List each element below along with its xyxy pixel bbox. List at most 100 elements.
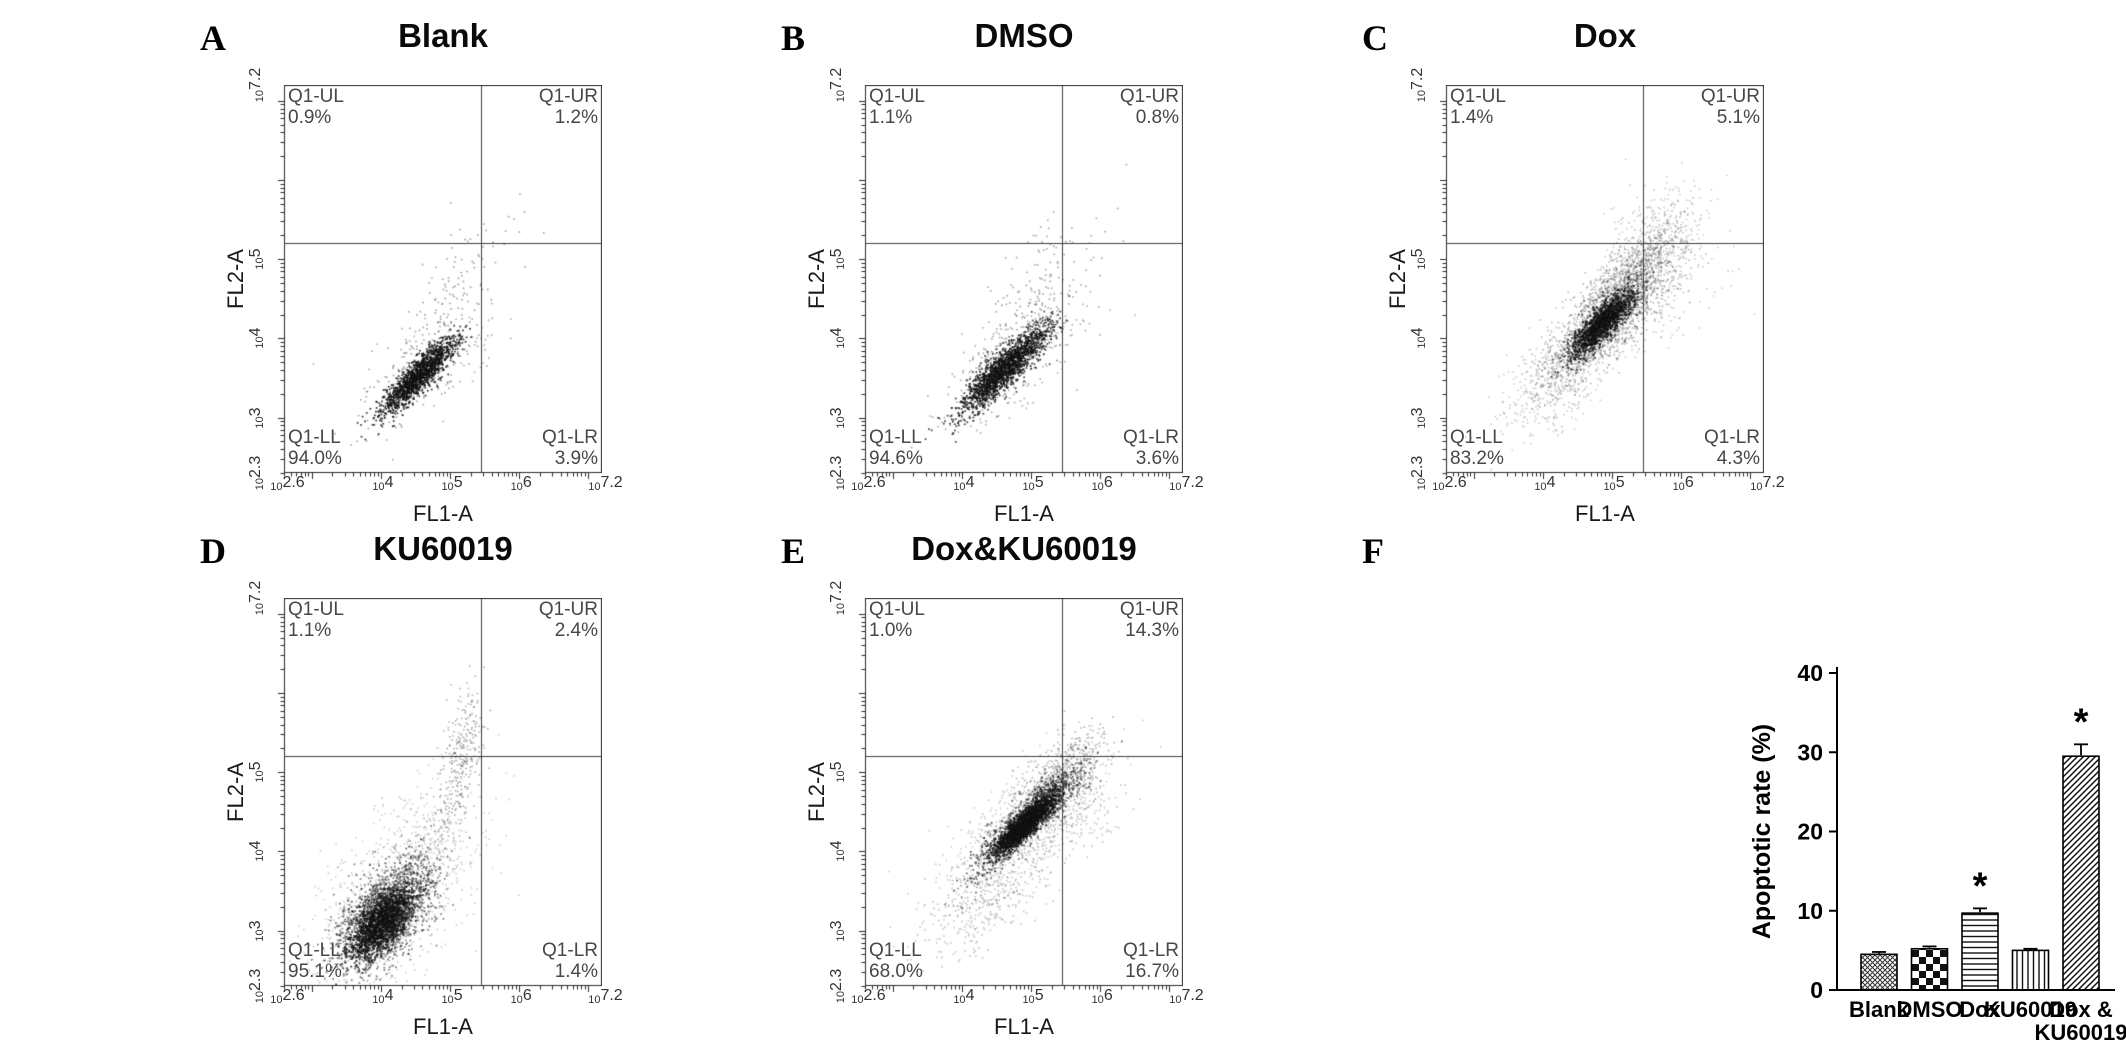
quadrant-ul-label: Q1-UL: [1450, 86, 1506, 107]
quadrant-ll-label: Q1-LL: [288, 940, 341, 962]
quadrant-ll-value: 94.0%: [288, 448, 342, 470]
quadrant-lr: Q1-LR 3.9%: [542, 427, 598, 470]
quadrant-ur: Q1-UR 1.2%: [538, 86, 598, 129]
significance-asterisk: *: [1973, 865, 1988, 907]
quadrant-ur-value: 5.1%: [1716, 106, 1760, 128]
quadrant-lr-value: 1.4%: [554, 961, 598, 983]
quadrant-lr: Q1-LR 16.7%: [1123, 940, 1179, 983]
axis-tick-label: 104: [247, 840, 266, 862]
quadrant-ur: Q1-UR 2.4%: [538, 599, 598, 642]
y-axis-label: FL2-A: [803, 249, 829, 309]
bar-category-label: Dox &: [2049, 997, 2113, 1022]
bar-y-axis-title: Apoptotic rate (%): [1748, 724, 1776, 939]
panel-letter: A: [200, 18, 226, 58]
quadrant-lr-label: Q1-LR: [542, 940, 598, 962]
quadrant-ur-value: 1.2%: [554, 106, 598, 128]
axis-tick-label: 103: [247, 919, 266, 942]
axis-tick-label: 102.3: [828, 455, 847, 491]
panel-letter: B: [781, 18, 806, 58]
axis-tick-label: 102.3: [247, 455, 266, 491]
quadrant-lr-label: Q1-LR: [1704, 427, 1760, 449]
axis-tick-label: 104: [247, 327, 266, 349]
scatter-canvas: [1437, 85, 1764, 482]
axis-tick-label: 105: [247, 248, 266, 270]
bar-category-label: DMSO: [1897, 997, 1963, 1022]
quadrant-lr-label: Q1-LR: [542, 427, 598, 449]
quadrant-ur: Q1-UR 5.1%: [1700, 86, 1760, 129]
quadrant-lr-label: Q1-LR: [1123, 427, 1179, 449]
axis-tick-label: 107.2: [247, 67, 266, 103]
scatter-canvas: [275, 598, 602, 995]
bar-1: [1910, 947, 1949, 991]
bar-y-tick-label: 20: [1797, 819, 1823, 845]
quadrant-ul: Q1-UL 1.1%: [288, 599, 344, 642]
axis-tick-label: 104: [1409, 327, 1428, 349]
quadrant-ul: Q1-UL 1.1%: [869, 86, 925, 129]
quadrant-lr-label: Q1-LR: [1123, 940, 1179, 962]
quadrant-ur-label: Q1-UR: [538, 599, 598, 620]
x-axis-label: FL1-A: [994, 1014, 1054, 1039]
bar-category-label: Dox: [1959, 997, 2001, 1022]
quadrant-lr-value: 4.3%: [1716, 448, 1760, 470]
flow-scatter-plot: Q1-UL 0.9% Q1-UR 1.2% Q1-LL 94.0% Q1-LR …: [223, 68, 623, 526]
panel-title: Dox&KU60019: [911, 530, 1137, 567]
quadrant-ul-value: 0.9%: [288, 106, 332, 128]
flow-panel-bar-chart-letter: F: [1362, 528, 1482, 588]
quadrant-ll-label: Q1-LL: [869, 427, 922, 449]
quadrant-ll: Q1-LL 68.0%: [869, 940, 923, 983]
x-axis-label: FL1-A: [413, 1014, 473, 1039]
significance-asterisk: *: [2074, 701, 2089, 743]
quadrant-ul-label: Q1-UL: [288, 86, 344, 107]
bar-4: [2062, 755, 2100, 991]
quadrant-ul-value: 1.0%: [869, 619, 913, 641]
quadrant-lr: Q1-LR 3.6%: [1123, 427, 1179, 470]
scatter-canvas: [856, 85, 1183, 482]
quadrant-ur-label: Q1-UR: [538, 86, 598, 107]
axis-tick-label: 103: [1409, 406, 1428, 429]
quadrant-ll: Q1-LL 95.1%: [288, 940, 342, 983]
x-axis-label: FL1-A: [994, 501, 1054, 526]
quadrant-ul-value: 1.1%: [288, 619, 332, 641]
quadrant-ll-value: 68.0%: [869, 961, 923, 983]
scatter-canvas: [275, 85, 602, 482]
quadrant-ll-label: Q1-LL: [869, 940, 922, 962]
flow-scatter-plot: Q1-UL 1.0% Q1-UR 14.3% Q1-LL 68.0% Q1-LR…: [804, 581, 1204, 1039]
bar-3: [2011, 949, 2050, 991]
quadrant-ur: Q1-UR 14.3%: [1120, 599, 1179, 642]
y-axis-label: FL2-A: [1384, 249, 1410, 309]
flow-panel-ku60019: D KU60019 Q1-UL 1.1% Q1-UR 2.4% Q1-LL 95…: [200, 528, 640, 1043]
flow-panel-dox: C Dox Q1-UL 1.4% Q1-UR 5.1% Q1-LL 83.2% …: [1362, 15, 1802, 530]
quadrant-ll-label: Q1-LL: [288, 427, 341, 449]
quadrant-ur-value: 0.8%: [1135, 106, 1179, 128]
axis-tick-label: 104: [828, 840, 847, 862]
axis-tick-label: 107.2: [1409, 67, 1428, 103]
quadrant-ul-label: Q1-UL: [869, 599, 925, 620]
axis-tick-label: 103: [247, 406, 266, 429]
x-axis-label: FL1-A: [413, 501, 473, 526]
panel-letter: D: [200, 531, 226, 571]
bar-2: [1961, 912, 1999, 991]
axis-tick-label: 102.3: [828, 968, 847, 1004]
axis-tick-label: 107.2: [828, 580, 847, 616]
axis-tick-label: 105: [247, 761, 266, 783]
panel-title: DMSO: [974, 17, 1074, 54]
y-axis-label: FL2-A: [803, 762, 829, 822]
quadrant-ul: Q1-UL 1.4%: [1450, 86, 1506, 129]
flow-panel-blank: A Blank Q1-UL 0.9% Q1-UR 1.2% Q1-LL 94.0…: [200, 15, 640, 530]
y-axis-label: FL2-A: [222, 762, 248, 822]
panel-title: KU60019: [373, 530, 513, 567]
axis-tick-label: 103: [828, 406, 847, 429]
quadrant-ur-value: 14.3%: [1125, 619, 1179, 641]
panel-letter: C: [1362, 18, 1388, 58]
axis-tick-label: 102.3: [247, 968, 266, 1004]
flow-scatter-plot: Q1-UL 1.4% Q1-UR 5.1% Q1-LL 83.2% Q1-LR …: [1385, 68, 1785, 526]
quadrant-lr-value: 3.6%: [1135, 448, 1179, 470]
quadrant-ul: Q1-UL 0.9%: [288, 86, 344, 129]
quadrant-lr-value: 16.7%: [1125, 961, 1179, 983]
scatter-canvas: [856, 598, 1183, 995]
quadrant-ur-label: Q1-UR: [1119, 86, 1179, 107]
quadrant-ur-value: 2.4%: [554, 619, 598, 641]
quadrant-ur-label: Q1-UR: [1700, 86, 1760, 107]
